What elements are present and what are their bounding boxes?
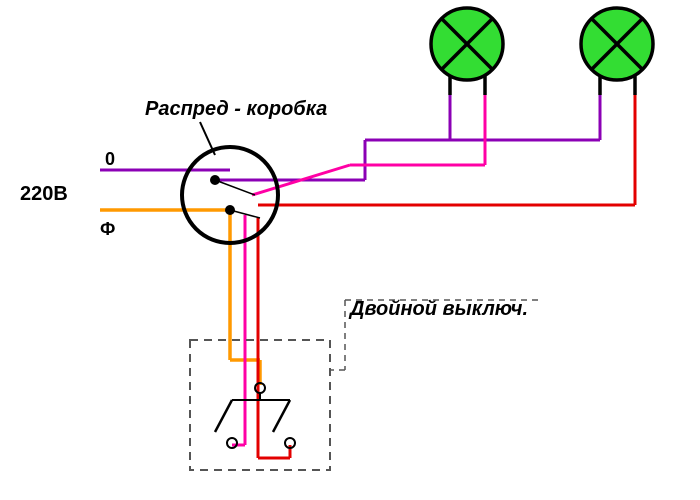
load2-wire: [258, 75, 635, 458]
voltage-label: 220В: [20, 183, 68, 205]
lamp1-icon: [431, 8, 503, 95]
neutral-label: 0: [105, 149, 115, 169]
phase-wire: [100, 210, 260, 385]
junction-box-label: Распред - коробка: [145, 98, 327, 120]
switch-label: Двойной выключ.: [348, 298, 528, 320]
lamp2-icon: [581, 8, 653, 95]
junction-label-pointer: [200, 122, 215, 155]
phase-label: Ф: [100, 219, 115, 239]
load1-wire: [232, 75, 485, 445]
